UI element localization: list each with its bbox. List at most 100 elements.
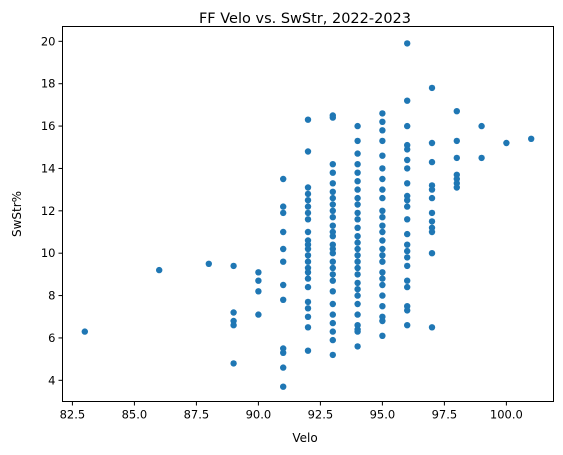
data-point <box>329 288 336 295</box>
data-point <box>528 135 535 142</box>
data-point <box>304 190 312 198</box>
data-point <box>304 283 312 291</box>
data-point <box>354 186 361 193</box>
y-tick-label: 4 <box>48 373 55 387</box>
y-axis: 4 6 8 10 12 14 16 18 20 <box>41 34 63 387</box>
data-point <box>428 209 436 217</box>
data-point <box>329 169 336 176</box>
data-point <box>404 40 411 47</box>
x-tick-label: 100.0 <box>490 408 523 422</box>
data-point <box>428 250 436 257</box>
data-point <box>379 118 386 126</box>
x-tick-label: 90.0 <box>246 408 272 422</box>
y-tick-label: 16 <box>41 119 56 133</box>
data-point <box>379 303 386 310</box>
data-point <box>255 277 262 284</box>
x-tick-label: 87.5 <box>184 408 210 422</box>
data-point <box>329 207 336 214</box>
data-point <box>453 184 460 191</box>
data-point <box>503 139 510 147</box>
data-point <box>255 311 262 318</box>
data-point <box>329 258 336 265</box>
data-point <box>304 298 312 306</box>
y-tick-label: 12 <box>41 204 56 218</box>
data-point <box>329 319 336 327</box>
data-point <box>354 300 361 308</box>
data-point <box>478 154 485 162</box>
data-point <box>329 277 336 284</box>
data-point <box>280 175 287 183</box>
x-tick-label: 82.5 <box>60 408 86 422</box>
data-point <box>304 116 312 123</box>
data-point <box>280 245 287 253</box>
data-point <box>453 108 460 115</box>
data-point <box>280 228 287 236</box>
data-point <box>379 292 386 299</box>
data-point <box>404 216 411 223</box>
data-point <box>255 288 262 295</box>
data-point <box>354 201 361 208</box>
data-point <box>404 254 411 261</box>
data-point <box>404 277 411 284</box>
data-point <box>379 252 386 259</box>
data-point <box>379 228 386 236</box>
data-point <box>428 186 436 193</box>
data-point <box>329 233 336 240</box>
data-point <box>255 269 262 276</box>
data-point <box>304 275 312 282</box>
data-point <box>379 165 386 172</box>
data-point <box>354 286 361 293</box>
data-point <box>304 148 312 155</box>
data-point <box>428 158 436 166</box>
data-point <box>304 216 312 223</box>
data-point <box>404 322 411 329</box>
data-point <box>379 127 386 134</box>
y-tick-label: 6 <box>48 331 55 345</box>
chart-title: FF Velo vs. SwStr, 2022-2023 <box>199 11 411 27</box>
data-point <box>329 300 336 308</box>
data-point <box>354 245 361 253</box>
data-point <box>404 122 411 130</box>
data-point <box>230 322 237 329</box>
data-point <box>329 180 336 187</box>
data-point <box>280 296 287 303</box>
data-point <box>354 224 361 231</box>
x-tick-label: 85.0 <box>122 408 148 422</box>
data-point <box>304 347 312 354</box>
data-point <box>354 194 361 202</box>
data-point <box>280 349 287 356</box>
data-point <box>453 137 460 145</box>
data-point <box>230 262 237 270</box>
data-point <box>379 175 386 183</box>
data-point <box>280 383 287 390</box>
data-point <box>404 156 411 164</box>
data-point <box>404 283 411 291</box>
data-point <box>329 161 336 168</box>
data-point <box>354 252 361 259</box>
data-point <box>304 245 312 253</box>
data-point <box>280 364 287 371</box>
data-point <box>379 317 386 325</box>
data-point <box>304 252 312 259</box>
data-point <box>379 152 386 159</box>
data-point <box>404 247 411 255</box>
data-point <box>379 194 386 202</box>
y-axis-label: SwStr% <box>10 191 24 237</box>
x-axis-label: Velo <box>292 431 317 445</box>
data-point <box>304 258 312 265</box>
data-point <box>354 169 361 176</box>
data-point <box>354 216 361 223</box>
data-point <box>379 207 386 214</box>
data-point <box>329 194 336 202</box>
data-point <box>428 228 436 236</box>
data-point <box>404 165 411 172</box>
data-point <box>404 97 411 104</box>
data-point <box>379 258 386 265</box>
data-point <box>428 139 436 147</box>
data-point <box>404 146 411 153</box>
data-point <box>379 237 386 244</box>
data-point <box>354 178 361 185</box>
data-point <box>428 218 436 225</box>
data-point <box>354 271 361 278</box>
data-point <box>354 239 361 246</box>
